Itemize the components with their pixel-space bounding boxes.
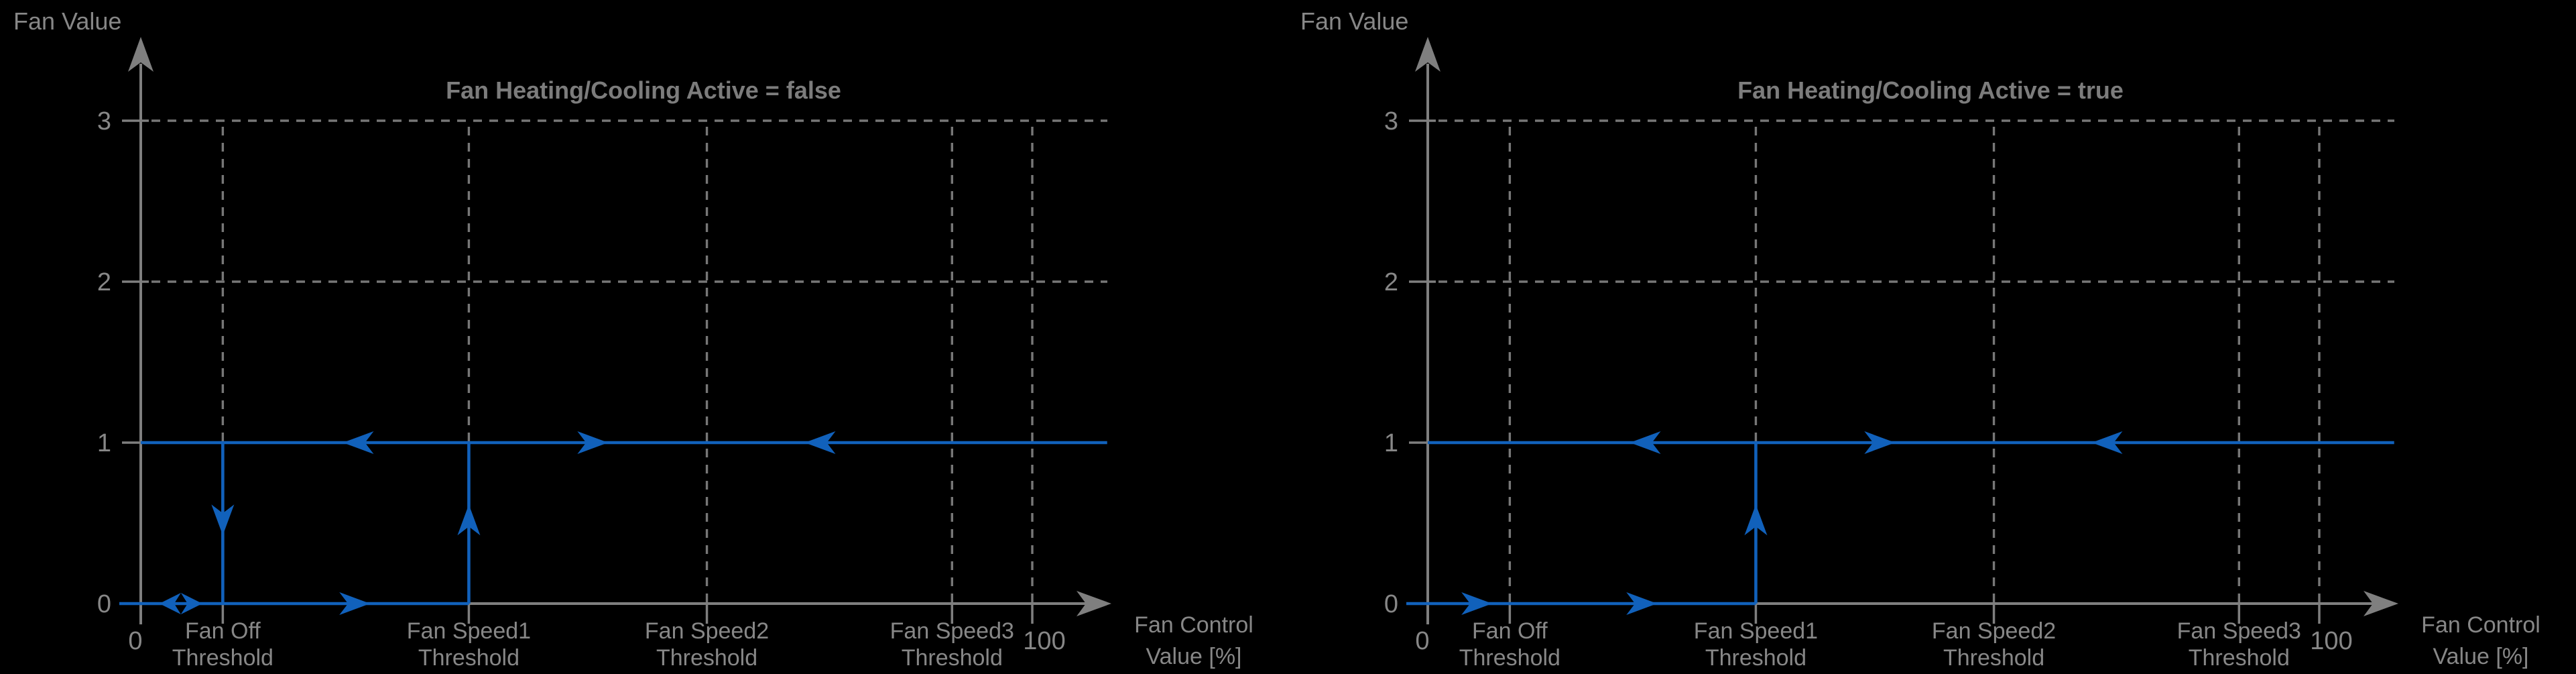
x-tick-label-fan-off-threshold-line1: Fan Off xyxy=(185,618,261,644)
x-axis-label-line2: Value [%] xyxy=(2433,644,2528,669)
flow-arrow-right-1 xyxy=(339,592,371,615)
x-axis-arrow-icon xyxy=(2364,591,2398,616)
x-tick-label-fan-speed3-threshold-line2: Threshold xyxy=(2189,645,2290,671)
x-tick-label-100: 100 xyxy=(1023,627,1065,655)
flow-arrow-up-3 xyxy=(457,504,481,536)
chart-title: Fan Heating/Cooling Active = false xyxy=(446,76,841,104)
y-tick-label-0: 0 xyxy=(1384,590,1398,618)
x-tick-label-0: 0 xyxy=(128,627,142,655)
chart-heating-cooling-true: 0 1 2 3 0 Fan Off Threshold Fan Speed1 Threshold… xyxy=(1287,0,2574,674)
flow-arrow-right-4 xyxy=(1864,431,1896,454)
flow-arrow-left-5 xyxy=(2091,431,2123,454)
chart-title: Fan Heating/Cooling Active = true xyxy=(1737,76,2124,104)
flow-arrow-both-right-0 xyxy=(180,593,202,614)
x-tick-label-fan-speed1-threshold-line1: Fan Speed1 xyxy=(1694,618,1818,644)
x-tick-label-fan-speed1-threshold-line2: Threshold xyxy=(418,645,519,671)
x-axis-arrow-icon xyxy=(1077,591,1111,616)
x-tick-label-fan-off-threshold-line2: Threshold xyxy=(1459,645,1560,671)
y-tick-label-2: 2 xyxy=(97,268,111,296)
y-axis-arrow-icon xyxy=(1415,37,1440,72)
flow-arrow-right-5 xyxy=(577,431,609,454)
x-tick-label-fan-speed3-threshold-line1: Fan Speed3 xyxy=(2177,618,2301,644)
flow-arrow-down-2 xyxy=(211,504,235,536)
flow-arrow-both-left-0 xyxy=(159,593,181,614)
y-tick-label-1: 1 xyxy=(97,429,111,457)
x-tick-label-0: 0 xyxy=(1415,627,1429,655)
chart-heating-cooling-false: 0 1 2 3 0 Fan Off Threshold Fan Speed1 Threshold… xyxy=(0,0,1287,674)
x-axis-label-line1: Fan Control xyxy=(2421,612,2540,638)
flow-arrow-up-2 xyxy=(1744,504,1768,536)
y-tick-label-3: 3 xyxy=(97,107,111,135)
x-tick-label-fan-off-threshold-line1: Fan Off xyxy=(1472,618,1548,644)
x-tick-label-fan-speed2-threshold-line2: Threshold xyxy=(656,645,757,671)
x-tick-label-100: 100 xyxy=(2310,627,2352,655)
x-tick-label-fan-speed1-threshold-line2: Threshold xyxy=(1705,645,1806,671)
flow-arrow-right-0 xyxy=(1461,592,1493,615)
x-tick-label-fan-speed2-threshold-line2: Threshold xyxy=(1943,645,2044,671)
x-tick-label-fan-speed2-threshold-line1: Fan Speed2 xyxy=(1932,618,2056,644)
x-tick-label-fan-off-threshold-line2: Threshold xyxy=(172,645,273,671)
x-tick-label-fan-speed1-threshold-line1: Fan Speed1 xyxy=(407,618,531,644)
y-axis-label: Fan Value xyxy=(1300,7,1408,35)
y-tick-label-3: 3 xyxy=(1384,107,1398,135)
y-axis-label: Fan Value xyxy=(13,7,121,35)
flow-arrow-right-1 xyxy=(1626,592,1658,615)
flow-arrow-left-4 xyxy=(343,431,374,454)
x-tick-label-fan-speed3-threshold-line1: Fan Speed3 xyxy=(890,618,1014,644)
y-tick-label-2: 2 xyxy=(1384,268,1398,296)
y-tick-label-1: 1 xyxy=(1384,429,1398,457)
y-axis-arrow-icon xyxy=(128,37,154,72)
y-tick-label-0: 0 xyxy=(97,590,111,618)
flow-arrow-left-6 xyxy=(804,431,836,454)
x-axis-label-line2: Value [%] xyxy=(1146,644,1241,669)
x-axis-label-line1: Fan Control xyxy=(1134,612,1253,638)
x-tick-label-fan-speed3-threshold-line2: Threshold xyxy=(902,645,1003,671)
flow-arrow-left-3 xyxy=(1630,431,1661,454)
x-tick-label-fan-speed2-threshold-line1: Fan Speed2 xyxy=(645,618,769,644)
